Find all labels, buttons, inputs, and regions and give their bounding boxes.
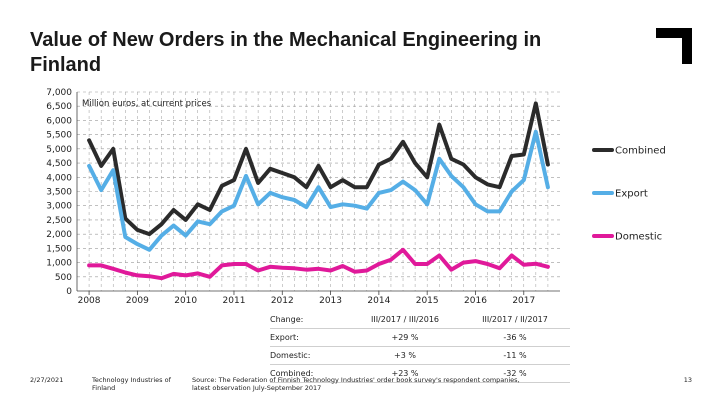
y-tick-label: 2,500 [46, 216, 72, 226]
y-tick-label: 2,000 [46, 230, 72, 240]
series-line-domestic [87, 247, 550, 281]
legend-label-export: Export [615, 189, 648, 200]
table-cell: -32 % [460, 364, 570, 383]
x-tick-label: 2012 [271, 296, 294, 306]
y-tick-label: 4,500 [46, 159, 72, 169]
table-header-cell: III/2017 / III/2016 [350, 311, 460, 329]
table-header-cell: Change: [270, 311, 350, 329]
legend-label-combined: Combined [615, 146, 666, 157]
chart-axes: 0 500 1,000 1,500 2,000 2,500 3,000 3,500 4,000 4… [46, 88, 560, 306]
y-tick-label: 3,500 [46, 188, 72, 198]
table-row: Combined: +23 % -32 % [270, 364, 570, 383]
table-cell: Domestic: [270, 346, 350, 365]
footer-source: Source: The Federation of Finnish Techno… [192, 376, 520, 392]
x-tick-label: 2017 [512, 296, 535, 306]
y-tick-label: 6,500 [46, 102, 72, 112]
y-tick-label: 1,000 [46, 259, 72, 269]
table-header-cell: III/2017 / II/2017 [460, 311, 570, 329]
y-tick-label: 1,500 [46, 244, 72, 254]
table-cell: -11 % [460, 346, 570, 365]
x-tick-label: 2013 [319, 296, 342, 306]
table-cell: +3 % [350, 346, 460, 365]
table-cell: Combined: [270, 364, 350, 383]
table-row: Change: III/2017 / III/2016 III/2017 / I… [270, 311, 570, 329]
page-title: Value of New Orders in the Mechanical En… [30, 29, 542, 76]
chart-legend: Combined Export Domestic [592, 146, 666, 243]
chart-annotation: Million euros, at current prices [82, 99, 212, 109]
table-row: Domestic: +3 % -11 % [270, 346, 570, 365]
chart-grid [77, 91, 560, 291]
series-line-combined [87, 101, 550, 237]
table-cell: Export: [270, 328, 350, 347]
x-tick-label: 2010 [174, 296, 197, 306]
x-tick-label: 2008 [78, 296, 101, 306]
y-tick-label: 0 [66, 287, 72, 297]
table-cell: +23 % [350, 364, 460, 383]
table-cell: +29 % [350, 328, 460, 347]
y-tick-label: 3,000 [46, 202, 72, 212]
x-tick-label: 2011 [223, 296, 246, 306]
corner-bracket-logo-icon [656, 28, 692, 64]
x-tick-label: 2016 [464, 296, 487, 306]
y-tick-label: 500 [55, 273, 72, 283]
change-stats-table: Change: III/2017 / III/2016 III/2017 / I… [270, 311, 570, 383]
table-cell: -36 % [460, 328, 570, 347]
x-tick-label: 2015 [416, 296, 439, 306]
table-row: Export: +29 % -36 % [270, 328, 570, 347]
y-tick-label: 7,000 [46, 88, 72, 98]
y-tick-label: 4,000 [46, 173, 72, 183]
footer-date: 2/27/2021 [30, 376, 64, 384]
legend-label-domestic: Domestic [615, 232, 662, 243]
x-tick-label: 2014 [367, 296, 390, 306]
footer-organization: Technology Industries of Finland [92, 376, 171, 392]
page-number: 13 [683, 376, 692, 384]
chart-series [87, 101, 550, 281]
y-tick-label: 5,000 [46, 145, 72, 155]
y-tick-label: 5,500 [46, 131, 72, 141]
x-tick-label: 2009 [126, 296, 149, 306]
y-tick-label: 6,000 [46, 116, 72, 126]
series-line-export [87, 129, 550, 252]
line-chart: 0 500 1,000 1,500 2,000 2,500 3,000 3,500 4,000 4… [46, 88, 666, 306]
